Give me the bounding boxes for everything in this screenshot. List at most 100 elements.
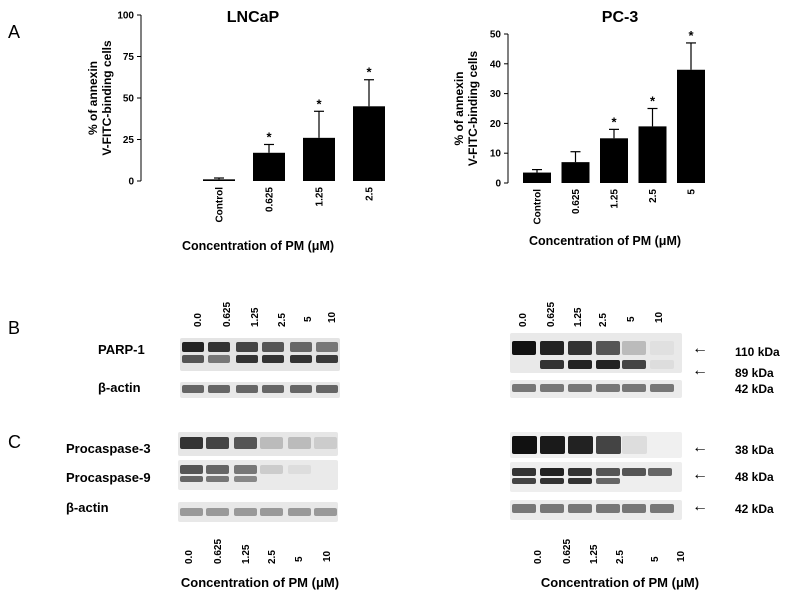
blot-band [540,384,564,392]
arrow-icon: ← [692,439,708,456]
blot-band [568,384,592,392]
blot-band [206,508,229,516]
blot-band [208,355,230,363]
significance-marker: * [611,114,617,129]
kda-label-38: 38 kDa [735,443,774,457]
blot-strip [510,500,682,520]
x-tick-label: 0.625 [265,187,276,212]
lane-label: 5 [650,556,661,562]
blot-band [288,465,311,474]
blot-band [182,342,204,352]
blot-strip [180,338,340,371]
lane-label: 0.0 [193,313,204,327]
blot-band [288,437,311,449]
panel-letter-b: B [8,318,21,338]
bar [303,137,335,181]
lane-label: 10 [322,550,333,562]
blot-band [596,384,620,392]
blot-strip [510,432,682,458]
significance-marker: * [688,28,694,43]
y-tick-label: 100 [117,11,134,22]
kda-label-42-b: 42 kDa [735,382,774,396]
arrow-icon: ← [692,362,708,379]
blot-band [512,504,536,513]
blot-strip [178,432,338,456]
lane-label: 10 [327,311,338,323]
y-tick-label: 50 [123,94,135,105]
y-tick-label: 20 [490,119,502,130]
bar [253,152,285,181]
arrow-icon: ← [692,498,708,515]
pc3-bar-chart: PC-3 0 10 20 30 40 50 % of annexin V-FITC-bindin… [452,9,705,248]
bar [203,179,235,181]
kda-label-42-c: 42 kDa [735,502,774,516]
blot-band [568,360,592,369]
blot-band [596,341,620,355]
blot-band [314,437,337,449]
blot-band [262,385,284,393]
x-tick-label: Control [215,187,226,223]
blot-band [622,436,647,454]
blot-band [182,355,204,363]
significance-marker: * [650,94,656,109]
blot-band [236,355,258,363]
y-tick-label: 50 [490,30,502,41]
blot-band [262,355,284,363]
x-tick-label: 5 [687,189,698,195]
blot-band [596,468,620,476]
lane-label: 1.25 [589,544,600,564]
significance-marker: * [266,129,272,144]
blot-band [262,342,284,352]
blot-band [622,384,646,392]
blot-band [290,342,312,352]
x-tick-label: 1.25 [610,189,621,209]
blot-band [206,437,229,449]
blot-band [182,385,204,393]
lane-label: 1.25 [250,307,261,327]
arrow-icon: ← [692,466,708,483]
blot-band [180,465,203,474]
blot-band [316,355,338,363]
y-tick-label: 10 [490,149,502,160]
blot-band [512,384,536,392]
blot-band [290,355,312,363]
y-axis-label-line: V-FITC-binding cells [466,51,480,167]
blot-band [208,342,230,352]
blot-band [234,476,257,482]
panel-letter-a: A [8,22,21,42]
y-tick-label: 0 [495,179,501,190]
blot-band [512,341,536,355]
y-axis-label-line: V-FITC-binding cells [100,40,114,156]
lane-label: 0.0 [533,550,544,564]
lane-label: 2.5 [267,550,278,564]
x-tick-label: Control [533,189,544,225]
blot-band [288,508,311,516]
blot-xlabel-left: Concentration of PM (μM) [180,575,340,590]
x-tick-label: 0.625 [571,189,582,214]
lane-label: 0.0 [184,550,195,564]
y-axis-label: % of annexin V-FITC-binding cells [452,51,480,167]
blot-band [540,504,564,513]
lane-label: 0.625 [213,538,224,564]
blot-strip [178,460,338,490]
blot-band [650,384,674,392]
blot-band [206,476,229,482]
blot-band [234,508,257,516]
blot-band [540,436,565,454]
blot-label-procaspase3: Procaspase-3 [66,441,151,456]
x-axis-label: Concentration of PM (μM) [529,234,681,248]
blot-strip [510,380,682,398]
lane-label: 0.0 [518,313,529,327]
blot-band [568,341,592,355]
bar [600,138,628,183]
blot-band [236,342,258,352]
blot-strip [510,462,682,492]
blot-band [540,478,564,484]
blot-band [568,436,593,454]
blot-band [540,468,564,476]
blot-band [316,385,338,393]
kda-label-48: 48 kDa [735,470,774,484]
blot-label-procaspase9: Procaspase-9 [66,470,151,485]
bar [638,126,667,183]
blot-band [234,437,257,449]
